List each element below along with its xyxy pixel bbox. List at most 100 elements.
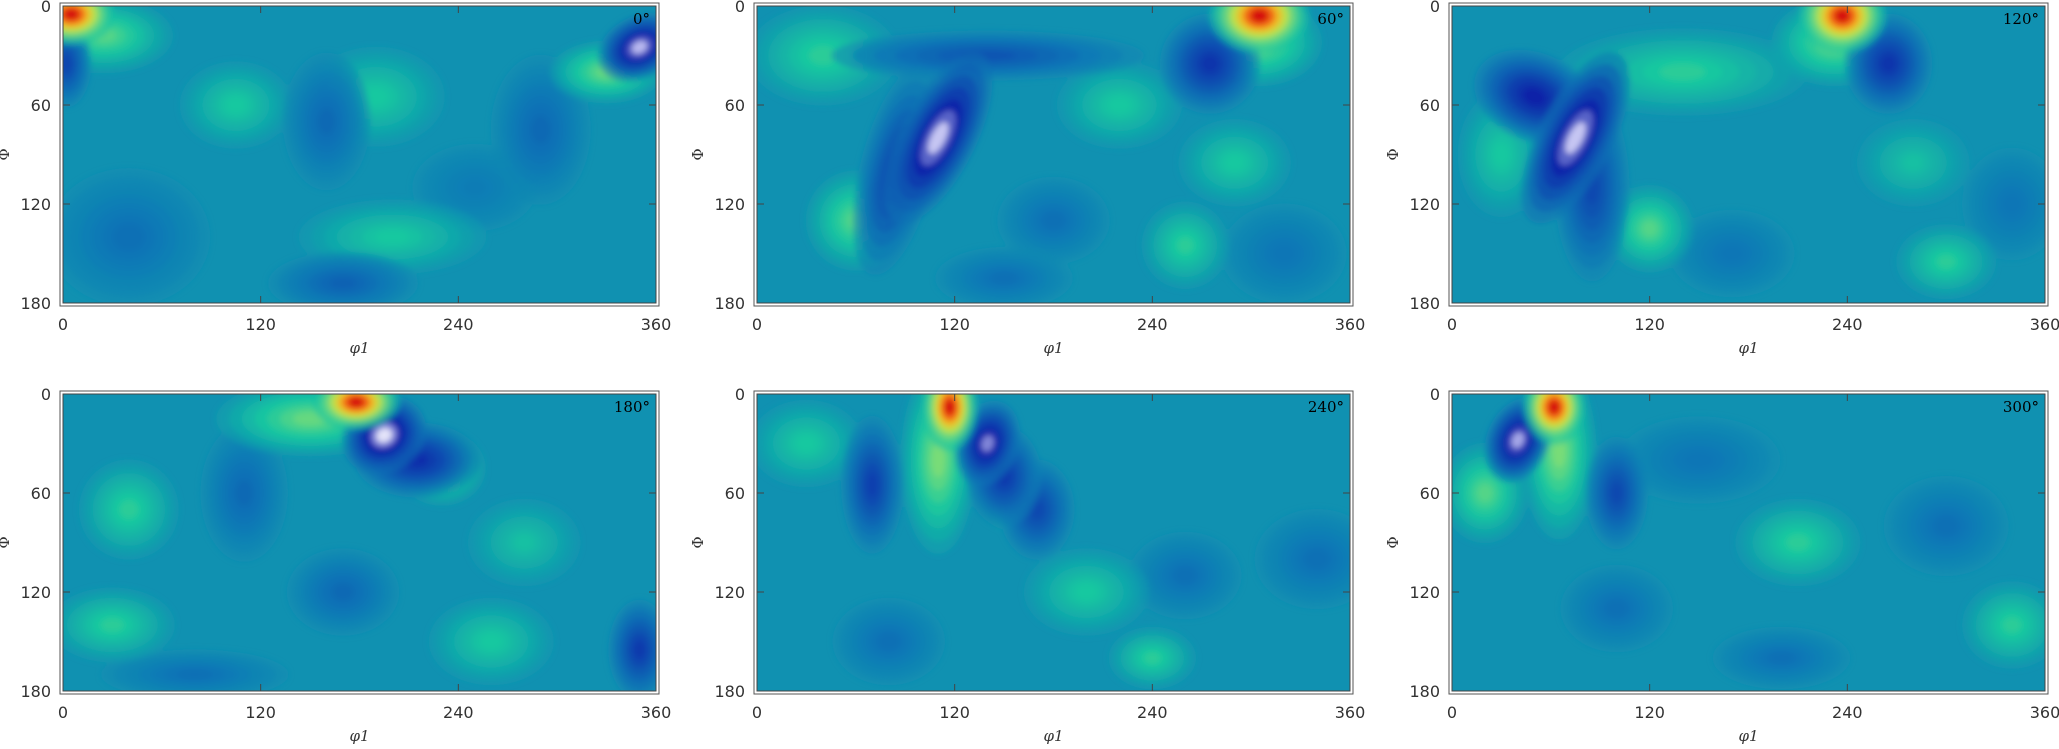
- y-tick-label: 180: [714, 294, 745, 313]
- contour-level: [329, 277, 357, 289]
- contour-level: [1641, 220, 1658, 237]
- contour-level: [1224, 154, 1246, 171]
- x-tick-label: 240: [1137, 315, 1168, 334]
- y-tick-label: 0: [735, 0, 745, 16]
- contour-level: [944, 399, 955, 416]
- x-tick-label: 0: [752, 315, 762, 334]
- y-tick-label: 180: [1409, 294, 1440, 313]
- odf-panel: 0 120 240 360 0 60 120 180 φ1 Φ 240°: [689, 385, 1366, 745]
- contour-level: [119, 500, 139, 519]
- y-tick-label: 120: [714, 583, 745, 602]
- axes-frame-outer: [59, 390, 660, 695]
- heatmap-area: [63, 6, 656, 303]
- y-tick-label: 120: [20, 583, 51, 602]
- y-tick-label: 0: [41, 385, 51, 404]
- contour-level: [1144, 652, 1161, 664]
- contour-level: [1902, 154, 1924, 171]
- x-tick-label: 360: [1335, 315, 1366, 334]
- y-tick-label: 180: [20, 294, 51, 313]
- y-axis-label: Φ: [1384, 536, 1402, 548]
- x-tick-label: 240: [1832, 315, 1863, 334]
- axes-frame: [1451, 393, 2046, 692]
- y-axis-label: Φ: [1384, 148, 1402, 160]
- contour-level: [177, 669, 213, 680]
- x-tick-label: 0: [1447, 315, 1457, 334]
- y-tick-label: 60: [725, 96, 745, 115]
- contour-level: [991, 272, 1017, 285]
- contour-level: [796, 435, 817, 452]
- axes-frame: [756, 393, 1351, 692]
- x-axis-label: φ1: [349, 727, 369, 745]
- contour-level: [318, 108, 335, 135]
- heatmap-area: [1452, 394, 2045, 691]
- y-tick-label: 120: [714, 195, 745, 214]
- contour-level: [981, 435, 994, 452]
- x-tick-label: 240: [443, 315, 474, 334]
- contour-level: [633, 640, 646, 659]
- x-tick-label: 0: [58, 703, 68, 722]
- contour-level: [375, 230, 410, 244]
- y-axis-label: Φ: [689, 148, 707, 160]
- contour-level: [1177, 237, 1194, 254]
- contour-level: [1720, 245, 1744, 262]
- contour-level: [348, 397, 365, 408]
- contour-level: [931, 442, 946, 478]
- y-tick-label: 120: [20, 195, 51, 214]
- y-axis-label: Φ: [0, 148, 13, 160]
- contour-level: [809, 46, 837, 65]
- x-tick-label: 120: [939, 315, 970, 334]
- y-tick-label: 60: [725, 484, 745, 503]
- x-tick-label: 240: [1137, 703, 1168, 722]
- y-tick-label: 0: [1430, 0, 1440, 16]
- y-tick-label: 0: [1430, 385, 1440, 404]
- odf-panel: 0 120 240 360 0 60 120 180 φ1 Φ 180°: [0, 385, 671, 745]
- contour-level: [878, 633, 900, 650]
- contour-level: [225, 96, 247, 114]
- axes-frame: [1451, 5, 2046, 304]
- contour-level: [332, 583, 354, 601]
- contour-level: [1834, 8, 1851, 23]
- y-tick-label: 180: [20, 682, 51, 701]
- x-tick-label: 120: [1634, 315, 1665, 334]
- x-tick-label: 120: [245, 315, 276, 334]
- x-tick-label: 0: [58, 315, 68, 334]
- x-tick-label: 0: [752, 703, 762, 722]
- contour-level: [63, 55, 71, 72]
- x-tick-label: 240: [443, 703, 474, 722]
- y-axis-label: Φ: [689, 536, 707, 548]
- panel-angle-label: 120°: [2003, 10, 2039, 28]
- axes-frame-outer: [753, 2, 1354, 307]
- contour-level: [513, 534, 535, 551]
- x-tick-label: 240: [1832, 703, 1863, 722]
- x-axis-label: φ1: [1043, 339, 1063, 357]
- x-axis-label: φ1: [1738, 727, 1758, 745]
- axes-frame-outer: [753, 390, 1354, 695]
- contour-level: [631, 40, 648, 54]
- odf-panel: 0 120 240 360 0 60 120 180 φ1 Φ 120°: [1384, 0, 2059, 357]
- contour-level: [928, 122, 949, 154]
- y-tick-label: 120: [1409, 195, 1440, 214]
- contour-level: [1565, 122, 1586, 154]
- odf-panel: 0 120 240 360 0 60 120 180 φ1 Φ 0°: [0, 0, 671, 357]
- panel-angle-label: 0°: [633, 10, 650, 28]
- contour-level: [1493, 142, 1510, 167]
- heatmap-area: [1452, 6, 2045, 303]
- axes-frame: [62, 393, 657, 692]
- contour-level: [2002, 616, 2022, 634]
- contour-level: [1684, 451, 1715, 469]
- y-tick-label: 0: [735, 385, 745, 404]
- contour-level: [866, 472, 879, 498]
- axes-frame-outer: [1448, 2, 2049, 307]
- y-tick-label: 60: [1420, 96, 1440, 115]
- x-tick-label: 360: [2030, 703, 2059, 722]
- y-tick-label: 60: [1420, 484, 1440, 503]
- x-axis-label: φ1: [1043, 727, 1063, 745]
- contour-level: [1272, 244, 1296, 263]
- contour-level: [1936, 254, 1956, 269]
- x-tick-label: 360: [1335, 703, 1366, 722]
- y-tick-label: 0: [41, 0, 51, 16]
- x-axis-label: φ1: [349, 339, 369, 357]
- x-tick-label: 120: [939, 703, 970, 722]
- contour-level: [1786, 534, 1810, 551]
